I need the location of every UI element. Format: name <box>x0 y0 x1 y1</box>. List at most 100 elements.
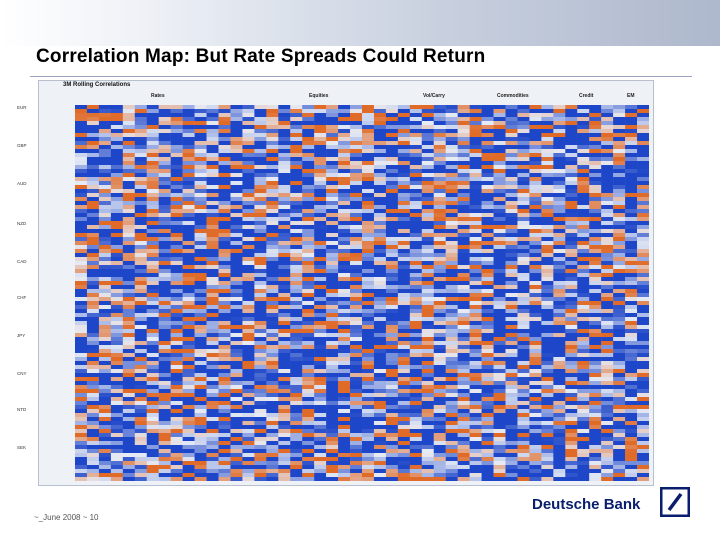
heatmap-cell <box>385 329 399 334</box>
heatmap-cell <box>637 385 649 390</box>
heatmap-cell <box>517 205 530 210</box>
heatmap-cell <box>469 301 482 306</box>
heatmap-cell <box>278 149 291 154</box>
heatmap-cell <box>314 109 327 114</box>
heatmap-cell <box>98 473 112 478</box>
heatmap-cell <box>397 257 411 262</box>
heatmap-cell <box>457 441 470 446</box>
heatmap-cell <box>601 341 614 346</box>
heatmap-cell <box>445 185 458 190</box>
heatmap-cell <box>158 373 171 378</box>
heatmap-cell <box>338 209 351 214</box>
heatmap-cell <box>230 197 243 202</box>
heatmap-cell <box>577 225 590 230</box>
heatmap-cell <box>433 273 446 278</box>
heatmap-cell <box>350 201 363 206</box>
heatmap-cell <box>457 353 470 358</box>
heatmap-cell <box>553 325 566 330</box>
heatmap-cell <box>445 237 458 242</box>
heatmap-cell <box>326 457 339 462</box>
heatmap-cell <box>625 441 638 446</box>
heatmap-cell <box>98 449 112 454</box>
heatmap-cell <box>481 121 494 126</box>
heatmap-cell <box>625 153 638 158</box>
heatmap-cell <box>75 177 88 182</box>
heatmap-cell <box>613 333 626 338</box>
heatmap-cell <box>182 169 195 174</box>
heatmap-cell <box>541 149 554 154</box>
heatmap-cell <box>589 409 602 414</box>
heatmap-cell <box>338 113 351 118</box>
heatmap-cell <box>529 241 542 246</box>
heatmap-cell <box>421 385 434 390</box>
heatmap-cell <box>98 197 112 202</box>
heatmap-cell <box>553 265 566 270</box>
heatmap-cell <box>230 309 243 314</box>
heatmap-cell <box>254 201 267 206</box>
heatmap-cell <box>637 261 649 266</box>
heatmap-cell <box>326 117 339 122</box>
heatmap-cell <box>242 461 255 466</box>
heatmap-cell <box>182 221 195 226</box>
heatmap-cell <box>254 261 267 266</box>
heatmap-cell <box>409 173 422 178</box>
heatmap-cell <box>493 197 506 202</box>
heatmap-cell <box>110 393 124 398</box>
heatmap-cell <box>397 305 411 310</box>
heatmap-cell <box>517 213 530 218</box>
heatmap-cell <box>134 449 147 454</box>
heatmap-cell <box>146 133 159 138</box>
heatmap-cell <box>385 169 399 174</box>
heatmap-cell <box>278 197 291 202</box>
heatmap-cell <box>409 205 422 210</box>
heatmap-cell <box>122 261 135 266</box>
heatmap-cell <box>98 465 112 470</box>
heatmap-cell <box>589 353 602 358</box>
heatmap-cell <box>625 425 638 430</box>
heatmap-cell <box>254 121 267 126</box>
heatmap-cell <box>98 217 112 222</box>
heatmap-cell <box>517 297 530 302</box>
heatmap-cell <box>158 449 171 454</box>
heatmap-cell <box>110 181 124 186</box>
heatmap-cell <box>290 313 303 318</box>
heatmap-cell <box>589 317 602 322</box>
heatmap-cell <box>433 461 446 466</box>
heatmap-cell <box>230 121 243 126</box>
heatmap-cell <box>397 353 411 358</box>
heatmap-cell <box>326 161 339 166</box>
heatmap-cell <box>98 393 112 398</box>
heatmap-cell <box>433 261 446 266</box>
heatmap-cell <box>350 141 363 146</box>
heatmap-cell <box>373 465 387 470</box>
heatmap-cell <box>158 293 171 298</box>
heatmap-cell <box>589 417 602 422</box>
heatmap-cell <box>194 261 207 266</box>
heatmap-cell <box>86 253 100 258</box>
heatmap-cell <box>134 213 147 218</box>
heatmap-cell <box>362 329 375 334</box>
heatmap-cell <box>589 121 602 126</box>
heatmap-cell <box>98 313 112 318</box>
heatmap-cell <box>565 273 578 278</box>
heatmap-cell <box>625 445 638 450</box>
heatmap-cell <box>517 333 530 338</box>
heatmap-cell <box>266 233 279 238</box>
heatmap-cell <box>98 129 112 134</box>
heatmap-cell <box>326 185 339 190</box>
heatmap-cell <box>433 401 446 406</box>
heatmap-cell <box>122 237 135 242</box>
heatmap-cell <box>373 353 387 358</box>
heatmap-cell <box>230 305 243 310</box>
heatmap-cell <box>314 253 327 258</box>
row-group-ntd: NTD <box>17 407 27 412</box>
heatmap-cell <box>86 433 100 438</box>
heatmap-cell <box>433 117 446 122</box>
heatmap-cell <box>206 257 219 262</box>
heatmap-cell <box>529 469 542 474</box>
heatmap-cell <box>254 405 267 410</box>
heatmap-cell <box>98 137 112 142</box>
heatmap-cell <box>266 285 279 290</box>
heatmap-cell <box>397 425 411 430</box>
heatmap-cell <box>589 193 602 198</box>
